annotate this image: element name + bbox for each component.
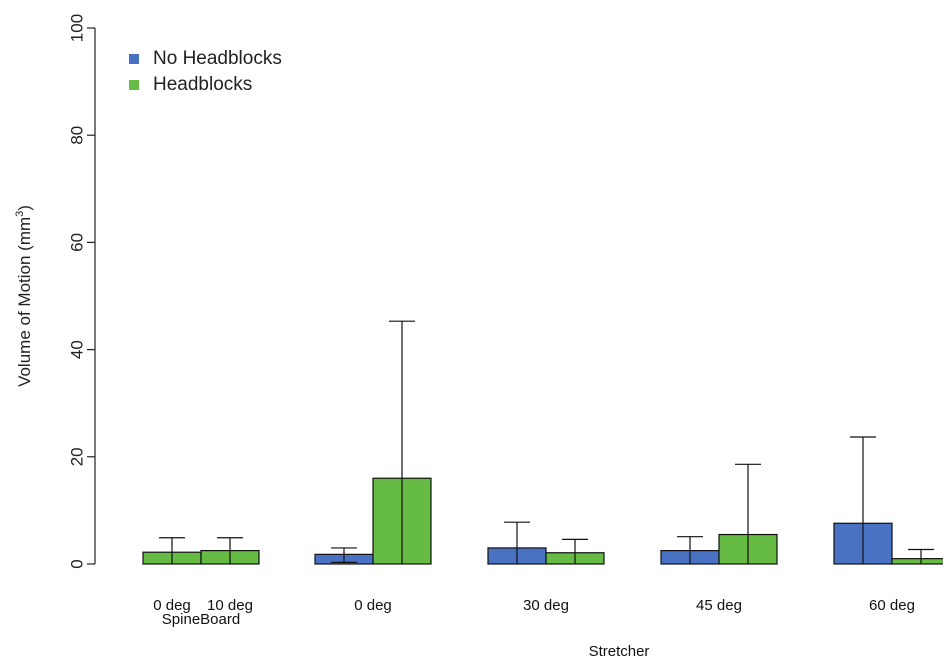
y-axis-title-base: Volume of Motion (mm bbox=[15, 217, 34, 387]
y-tick-label-60: 60 bbox=[67, 233, 86, 252]
category-labels: 0 deg 10 deg 0 deg 30 deg 45 deg 60 deg bbox=[153, 597, 915, 614]
legend-label-no-headblocks: No Headblocks bbox=[153, 48, 282, 69]
y-axis-title-superscript: 3 bbox=[14, 211, 26, 217]
y-tick-label-20: 20 bbox=[67, 447, 86, 466]
category-label-spineboard-10-deg: 10 deg bbox=[207, 597, 253, 614]
y-tick-label-100: 100 bbox=[67, 14, 86, 42]
y-tick-label-40: 40 bbox=[67, 340, 86, 359]
legend-swatch-no-headblocks bbox=[129, 54, 139, 64]
category-label-stretcher-30-deg: 30 deg bbox=[523, 597, 569, 614]
y-tick-label-80: 80 bbox=[67, 126, 86, 145]
y-axis-title-close: ) bbox=[15, 205, 34, 211]
legend-swatch-headblocks bbox=[129, 80, 139, 90]
category-label-stretcher-0-deg: 0 deg bbox=[354, 597, 392, 614]
y-tick-label-0: 0 bbox=[67, 559, 86, 568]
group-labels: SpineBoard Stretcher bbox=[162, 611, 650, 660]
bar-stretcher-60-deg-headblocks bbox=[891, 558, 943, 565]
y-axis-title: Volume of Motion (mm3) bbox=[14, 205, 34, 387]
category-label-stretcher-60-deg: 60 deg bbox=[869, 597, 915, 614]
category-label-spineboard-0-deg: 0 deg bbox=[153, 597, 191, 614]
bars bbox=[142, 477, 943, 565]
legend-label-headblocks: Headblocks bbox=[153, 74, 252, 95]
y-axis: 0 20 40 60 80 100 bbox=[67, 14, 96, 569]
group-label-stretcher: Stretcher bbox=[589, 643, 650, 660]
category-label-stretcher-45-deg: 45 deg bbox=[696, 597, 742, 614]
group-label-spineboard: SpineBoard bbox=[162, 611, 240, 628]
error-bars bbox=[159, 320, 934, 564]
legend: No Headblocks Headblocks bbox=[129, 48, 282, 95]
